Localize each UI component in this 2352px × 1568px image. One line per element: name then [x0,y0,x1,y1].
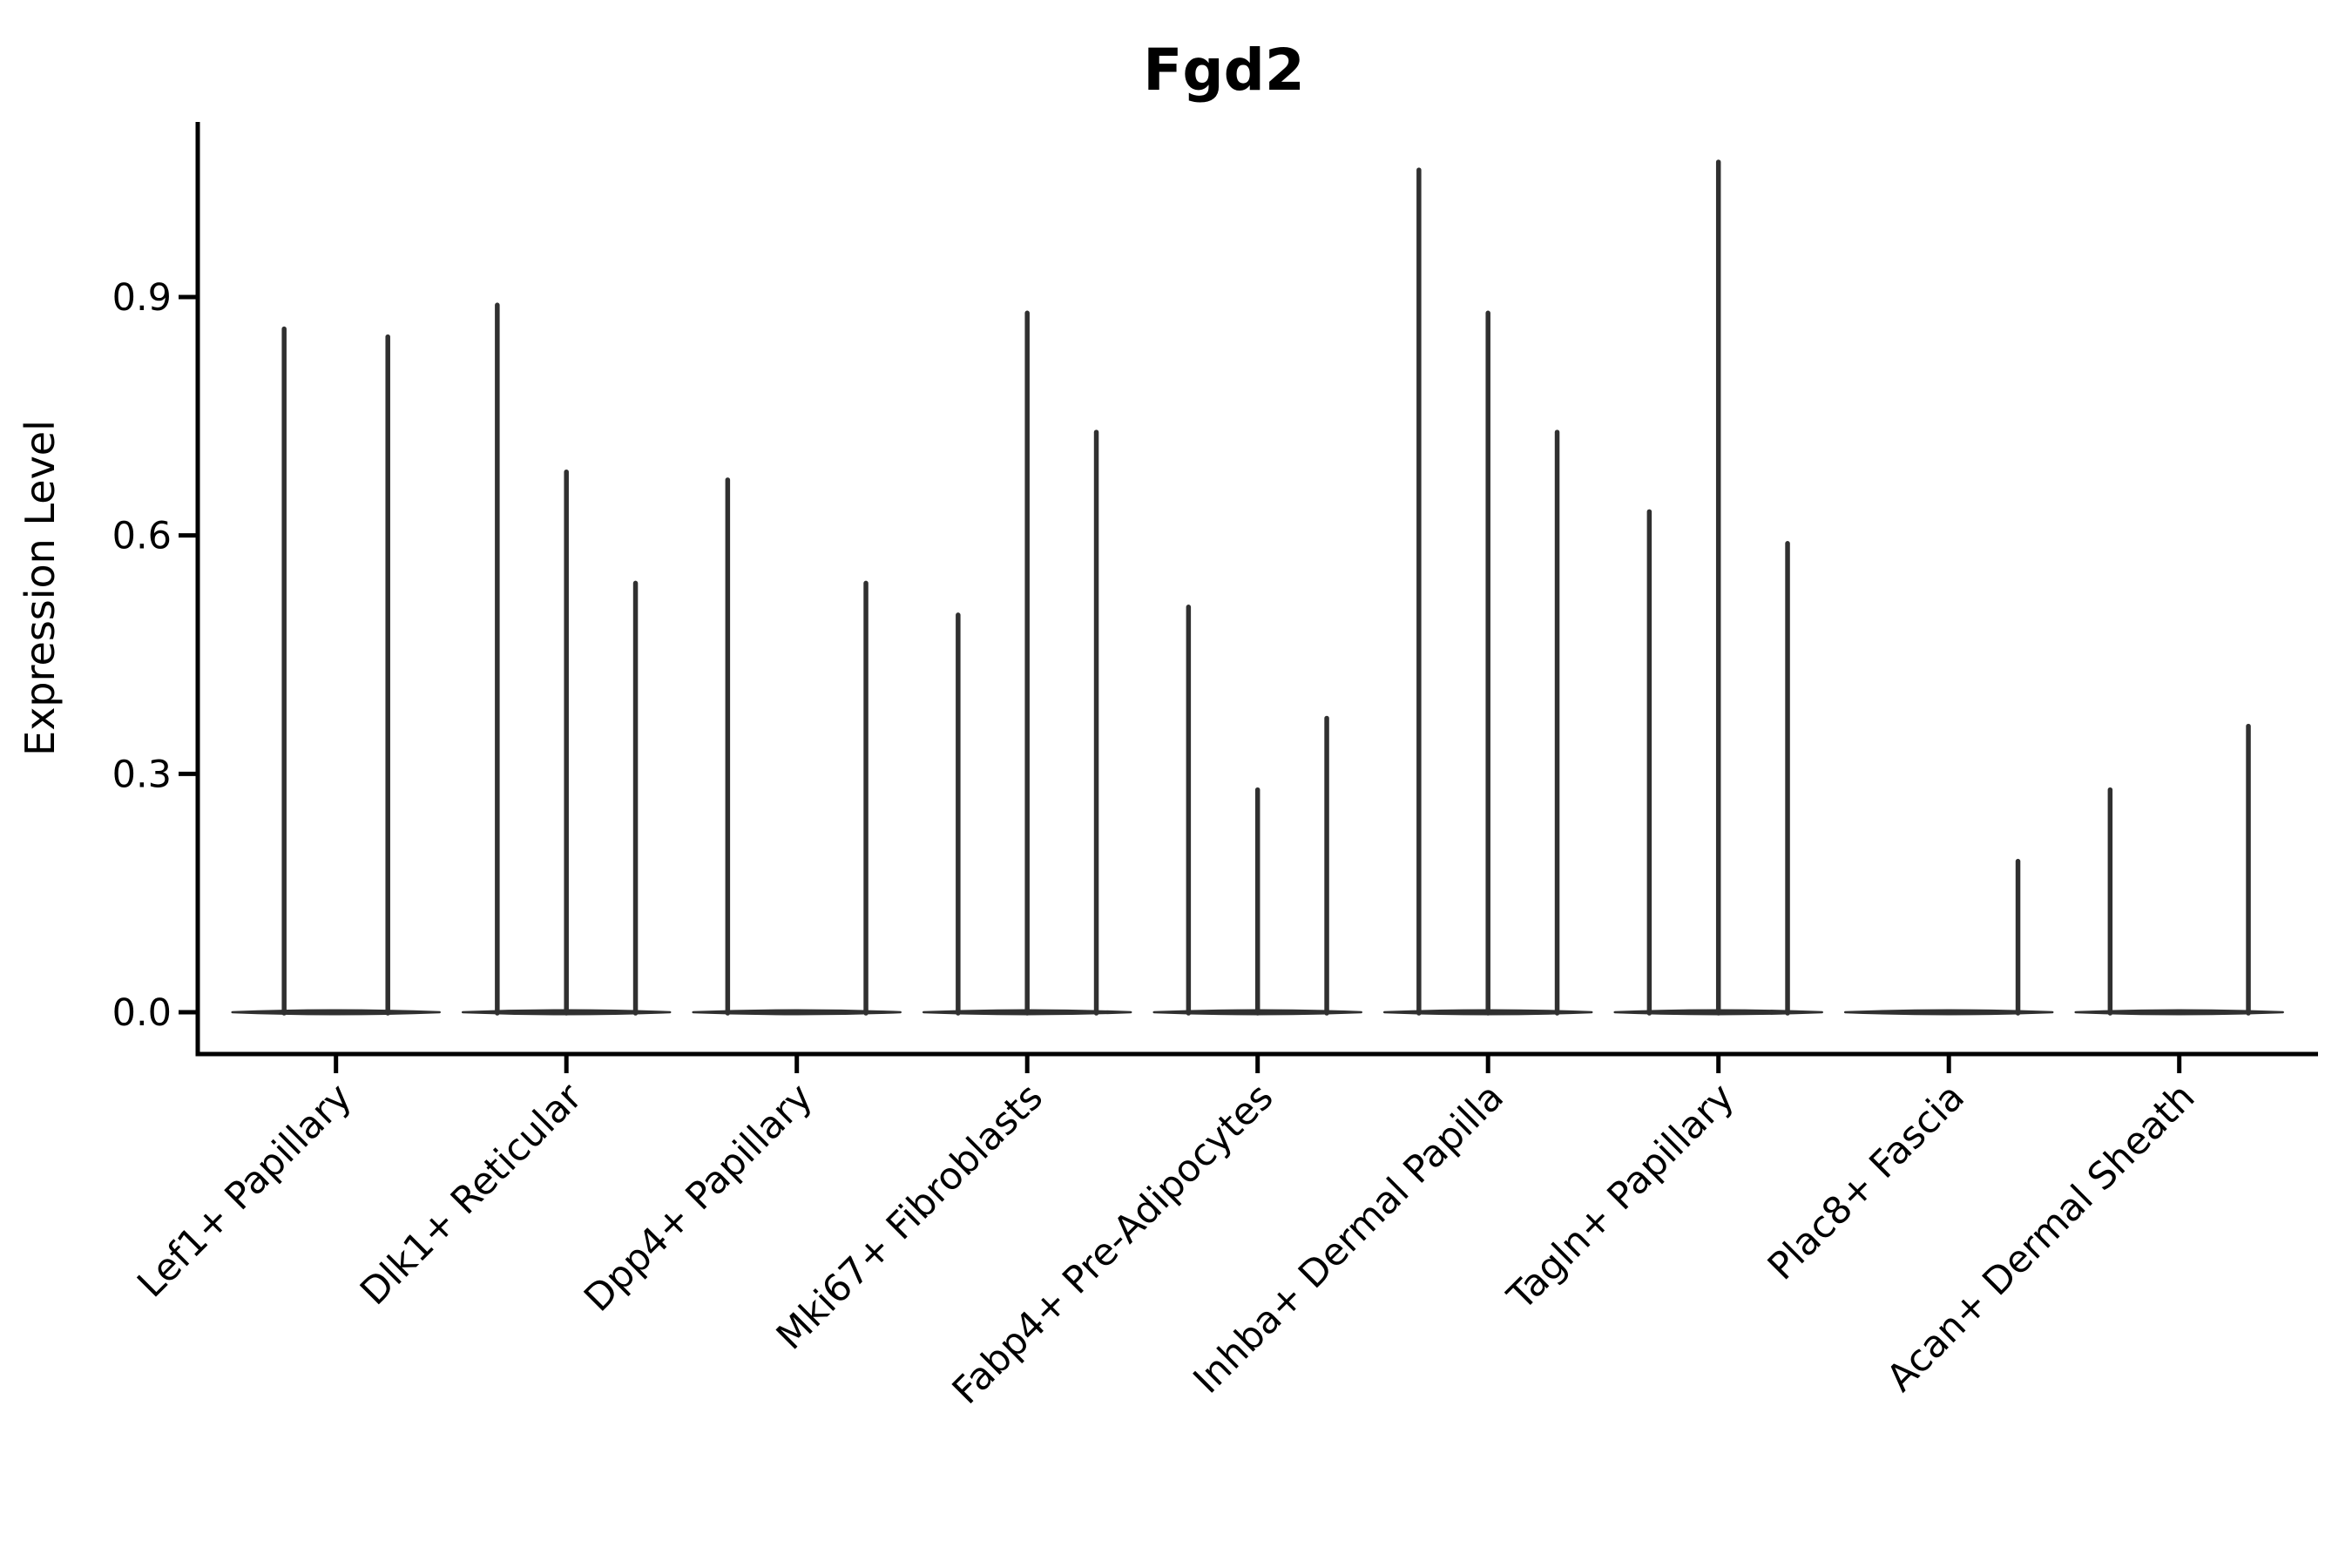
chart-title: Fgd2 [1143,37,1305,104]
violin-base [231,1009,441,1016]
y-tick-label: 0.9 [112,276,172,320]
violin-base [692,1009,902,1016]
x-tick-label: Mki67+ Fibroblasts [768,1075,1051,1358]
y-tick-label: 0.3 [112,753,172,796]
x-tick-label: Lef1+ Papillary [129,1075,360,1306]
violin-base [2074,1009,2284,1016]
y-tick-label: 0.0 [112,991,172,1035]
y-axis-label: Expression Level [17,420,64,756]
x-tick-label: Dlk1+ Reticular [352,1075,591,1314]
x-tick-label: Plac8+ Fascia [1760,1075,1973,1288]
x-tick-label: Tagln+ Papillary [1499,1075,1743,1319]
violin-base [1843,1009,2054,1016]
x-tick-label: Dpp4+ Papillary [576,1075,821,1320]
y-tick-label: 0.6 [112,515,172,558]
